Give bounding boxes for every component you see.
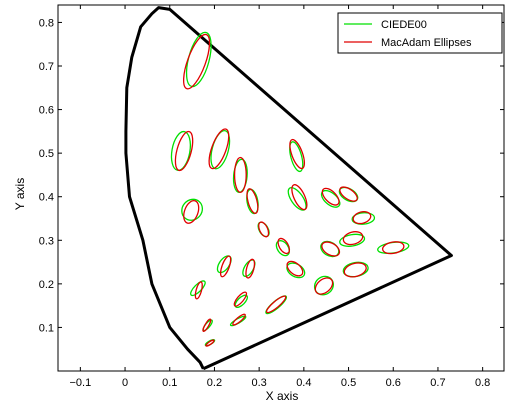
- y-tick-label: 0.3: [39, 235, 54, 247]
- x-tick-label: 0.3: [252, 377, 267, 389]
- macadam-ellipse: [277, 237, 291, 255]
- y-tick-label: 0.1: [39, 322, 54, 334]
- x-tick-label: 0.4: [296, 377, 311, 389]
- macadam-ellipse: [245, 258, 256, 279]
- legend-label-macadam: MacAdam Ellipses: [381, 37, 472, 49]
- y-tick-label: 0.8: [39, 17, 54, 29]
- macadam-ellipse: [205, 339, 215, 347]
- macadam-ellipse: [219, 255, 232, 278]
- macadam-ellipse: [183, 200, 200, 224]
- macadam-ellipse: [194, 281, 203, 300]
- macadam-ellipse: [321, 241, 341, 257]
- axis-ticks: −0.1 0 0.1 0.2 0.3 0.4 0.5 0.6 0.7 0.8 0.1 0.2 0.3 0.…: [39, 5, 504, 389]
- macadam-ellipse: [246, 188, 259, 214]
- macadam-ellipse: [233, 156, 247, 194]
- macadam-ellipse: [314, 277, 334, 295]
- ciede00-ellipse: [210, 129, 231, 170]
- macadam-ellipse: [343, 262, 367, 278]
- macadam-ellipse: [208, 128, 230, 170]
- y-tick-label: 0.5: [39, 148, 54, 160]
- macadam-ellipse: [258, 221, 270, 238]
- y-tick-label: 0.2: [39, 279, 54, 291]
- macadam-ellipse: [202, 318, 212, 333]
- ciede00-ellipse: [234, 294, 249, 309]
- x-tick-label: 0.1: [162, 377, 177, 389]
- x-tick-label: 0.6: [386, 377, 401, 389]
- plot-area: [124, 6, 453, 371]
- y-tick-label: 0.7: [39, 61, 54, 73]
- macadam-ellipse: [182, 33, 211, 90]
- macadam-ellipse: [352, 211, 372, 225]
- y-tick-label: 0.6: [39, 105, 54, 117]
- macadam-ellipse: [342, 231, 364, 246]
- y-axis-label: Y axis: [13, 178, 27, 210]
- ciede00-ellipse: [351, 212, 376, 225]
- x-tick-label: 0.5: [341, 377, 356, 389]
- ciede00-ellipse: [289, 141, 304, 173]
- legend: CIEDE00 MacAdam Ellipses: [337, 12, 503, 54]
- macadam-ellipse: [289, 138, 306, 170]
- x-tick-label: −0.1: [69, 377, 91, 389]
- spectral-locus: [124, 6, 453, 371]
- macadam-ellipse: [286, 260, 304, 277]
- legend-box: [337, 12, 503, 54]
- x-tick-label: 0.8: [475, 377, 490, 389]
- macadam-ellipse: [381, 241, 405, 255]
- legend-label-ciede00: CIEDE00: [381, 19, 427, 31]
- ciede00-ellipse: [181, 198, 204, 221]
- ciede00-ellipse: [190, 280, 206, 297]
- macadam-ellipse: [174, 130, 194, 172]
- macadam-ellipse: [232, 313, 246, 326]
- ciede00-ellipse: [339, 233, 366, 247]
- macadam-ellipse: [233, 291, 248, 307]
- macadam-ellipse: [321, 187, 340, 206]
- x-axis-label: X axis: [266, 389, 299, 403]
- x-tick-label: 0.7: [430, 377, 445, 389]
- macadam-ellipse: [265, 295, 287, 314]
- axes-box: [57, 4, 505, 372]
- x-tick-label: 0: [122, 377, 128, 389]
- macadam-ellipse: [291, 184, 308, 211]
- x-tick-label: 0.2: [207, 377, 222, 389]
- y-tick-label: 0.4: [39, 192, 54, 204]
- macadam-ellipse: [339, 186, 358, 202]
